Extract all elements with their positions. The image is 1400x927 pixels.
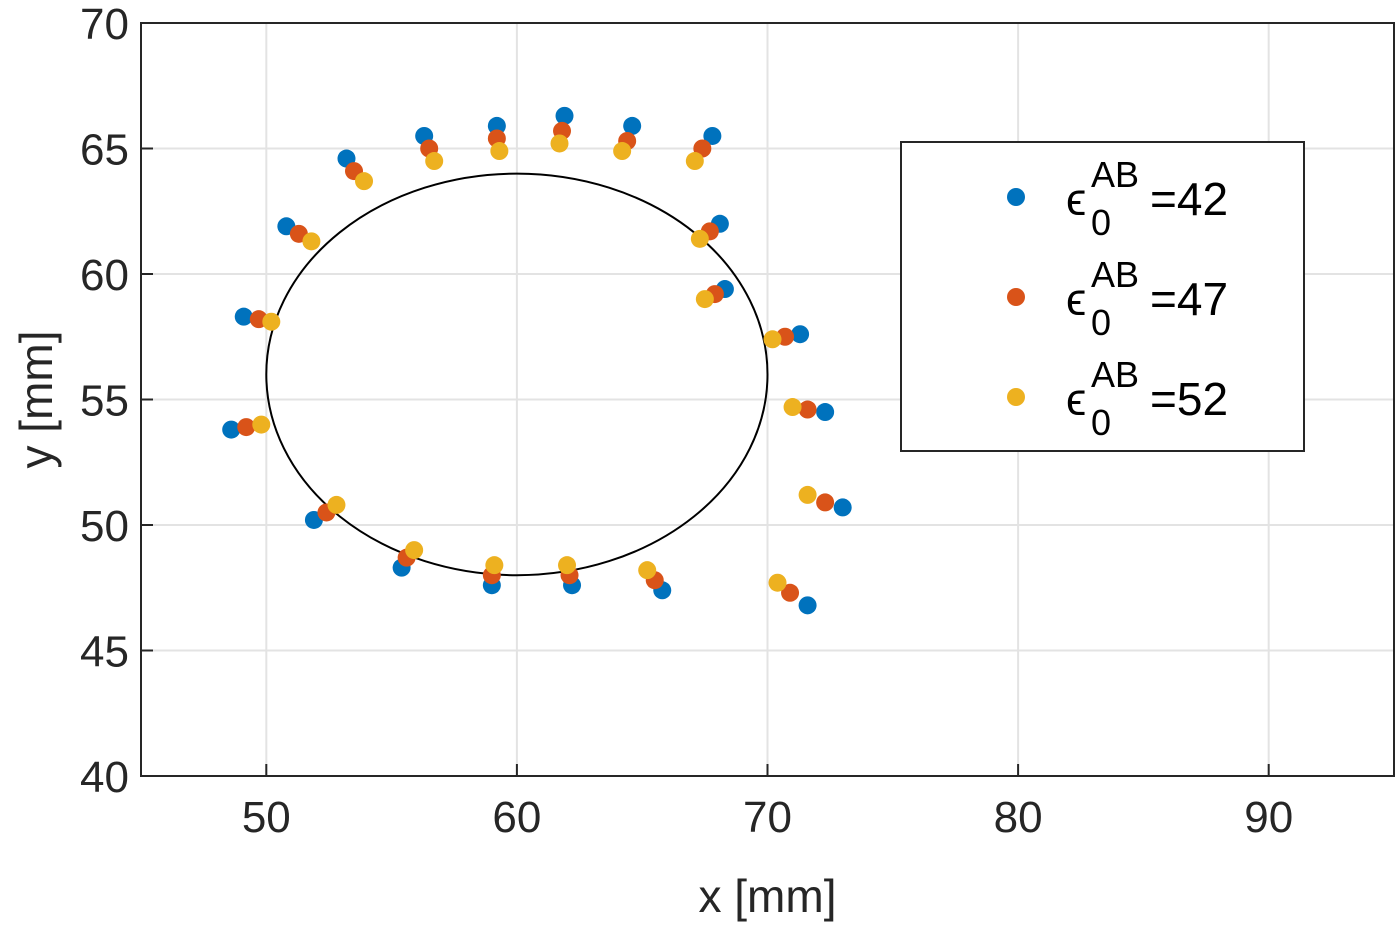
legend: ϵ 0AB =42ϵ 0AB =47ϵ 0AB =52	[900, 141, 1305, 452]
legend-marker	[1007, 188, 1025, 206]
data-point	[783, 398, 802, 417]
y-tick-label: 50	[80, 502, 129, 551]
data-points	[222, 106, 852, 615]
data-point	[302, 232, 321, 251]
data-point	[798, 400, 817, 419]
data-point	[490, 142, 509, 161]
data-point	[791, 325, 810, 344]
legend-marker	[1007, 388, 1025, 406]
legend-symbol: ϵ	[1066, 173, 1086, 225]
data-point	[355, 172, 374, 191]
data-point	[763, 330, 782, 349]
data-point	[222, 420, 241, 439]
data-point	[550, 134, 569, 153]
data-point	[798, 485, 817, 504]
reference-ellipse-layer	[265, 172, 769, 577]
data-point	[555, 106, 574, 125]
data-point	[833, 498, 852, 517]
legend-symbol: ϵ	[1066, 373, 1086, 425]
data-point	[768, 573, 787, 592]
tick-labels: 50 60 70 80 90 40 45 50 55 60 65 70	[80, 0, 1293, 842]
legend-marker	[1007, 288, 1025, 306]
y-tick-label: 40	[80, 753, 129, 802]
legend-box	[900, 141, 1305, 452]
legend-item: ϵ 0 AB =52	[1007, 354, 1228, 443]
x-tick-label: 90	[1244, 793, 1293, 842]
data-point	[798, 596, 817, 615]
legend-value: =47	[1150, 273, 1228, 325]
legend-subscript: 0	[1091, 402, 1111, 443]
data-point	[327, 495, 346, 514]
legend-value: =52	[1150, 373, 1228, 425]
data-point	[816, 493, 835, 512]
data-point	[487, 116, 506, 135]
series-3	[252, 134, 817, 592]
legend-subscript: 0	[1091, 302, 1111, 343]
y-tick-label: 65	[80, 126, 129, 175]
data-point	[405, 541, 424, 560]
legend-symbol: ϵ	[1066, 273, 1086, 325]
data-point	[613, 142, 632, 161]
data-point	[690, 229, 709, 248]
data-point	[262, 312, 281, 331]
x-tick-label: 50	[242, 793, 291, 842]
data-point	[234, 307, 253, 326]
legend-superscript: AB	[1091, 354, 1139, 395]
legend-superscript: AB	[1091, 154, 1139, 195]
data-point	[252, 415, 271, 434]
y-tick-label: 70	[80, 0, 129, 49]
legend-item: ϵ 0 AB =42	[1007, 154, 1228, 243]
x-tick-label: 60	[492, 793, 541, 842]
data-point	[425, 152, 444, 171]
data-point	[781, 583, 800, 602]
legend-value: =42	[1150, 173, 1228, 225]
x-axis-label: x [mm]	[699, 870, 837, 922]
x-tick-label: 80	[994, 793, 1043, 842]
legend-item: ϵ 0 AB =47	[1007, 254, 1228, 343]
data-point	[685, 152, 704, 171]
legend-subscript: 0	[1091, 202, 1111, 243]
data-point	[695, 290, 714, 309]
y-axis-label: y [mm]	[10, 331, 62, 469]
y-tick-label: 55	[80, 377, 129, 426]
y-tick-label: 60	[80, 251, 129, 300]
y-tick-label: 45	[80, 628, 129, 677]
x-tick-label: 70	[743, 793, 792, 842]
data-point	[638, 561, 657, 580]
data-point	[237, 418, 256, 437]
legend-superscript: AB	[1091, 254, 1139, 295]
data-point	[623, 116, 642, 135]
data-point	[485, 556, 504, 575]
data-point	[816, 403, 835, 422]
series-2	[237, 121, 835, 602]
data-point	[703, 126, 722, 145]
reference-ellipse	[265, 172, 769, 577]
data-point	[558, 556, 577, 575]
